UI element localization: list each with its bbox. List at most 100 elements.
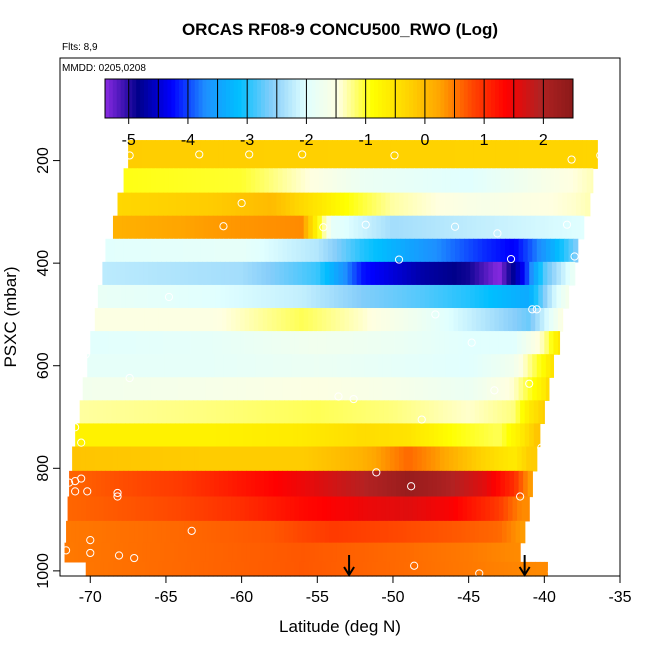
heatmap-cell — [193, 284, 199, 309]
heatmap-cell — [453, 308, 459, 332]
heatmap-cell — [241, 542, 247, 563]
heatmap-cell — [326, 331, 332, 355]
heatmap-cell — [488, 423, 494, 448]
heatmap-cell — [178, 470, 184, 498]
heatmap-cell — [386, 238, 393, 263]
heatmap-cell — [241, 377, 247, 401]
heatmap-cell — [190, 308, 196, 332]
colorbar-swatch — [389, 79, 395, 118]
heatmap-cell — [291, 354, 297, 378]
heatmap-cell — [533, 423, 539, 448]
heatmap-cell — [134, 400, 140, 425]
heatmap-cell — [388, 284, 394, 309]
heatmap-cell — [224, 261, 231, 286]
heatmap-cell — [165, 284, 172, 309]
heatmap-cell — [114, 354, 120, 378]
heatmap-cell — [326, 496, 332, 522]
heatmap-cell — [541, 238, 547, 263]
heatmap-cell — [544, 331, 550, 355]
heatmap-cell — [153, 331, 159, 355]
heatmap-cell — [128, 542, 134, 563]
heatmap-cell — [284, 400, 290, 425]
heatmap-cell — [514, 377, 520, 401]
heatmap-cell — [228, 542, 234, 563]
heatmap-cell — [88, 423, 94, 448]
heatmap-cell — [358, 215, 364, 240]
heatmap-cell — [539, 331, 545, 355]
heatmap-cell — [237, 168, 243, 194]
heatmap-cell — [392, 261, 399, 286]
heatmap-cell — [462, 446, 468, 472]
heatmap-cell — [288, 261, 294, 286]
heatmap-cell — [511, 423, 517, 448]
observation-marker — [506, 254, 516, 264]
heatmap-cell — [508, 561, 514, 577]
heatmap-cell — [521, 496, 527, 522]
heatmap-cell — [270, 423, 276, 448]
heatmap-cell — [237, 377, 243, 401]
colorbar-swatch — [186, 79, 192, 118]
heatmap-cell — [285, 496, 291, 522]
heatmap-cell — [164, 168, 170, 194]
heatmap-cell — [296, 354, 302, 378]
heatmap-cell — [491, 354, 497, 378]
heatmap-cell — [485, 308, 491, 332]
heatmap-cell — [203, 496, 209, 522]
heatmap-cell — [439, 446, 446, 472]
heatmap-cell — [400, 377, 406, 401]
heatmap-cell — [445, 238, 452, 263]
heatmap-cell — [429, 520, 435, 544]
heatmap-cell — [409, 470, 415, 498]
heatmap-cell — [450, 377, 456, 401]
heatmap-cell — [489, 308, 495, 332]
heatmap-cell — [512, 446, 518, 472]
heatmap-cell — [477, 238, 483, 263]
heatmap-cell — [412, 308, 418, 332]
heatmap-cell — [268, 354, 274, 378]
heatmap-cell — [565, 284, 570, 309]
heatmap-cell — [373, 168, 379, 194]
heatmap-cell — [441, 238, 447, 263]
heatmap-cell — [231, 331, 237, 355]
heatmap-cell — [132, 168, 138, 194]
heatmap-cell — [352, 261, 358, 286]
heatmap-cell — [421, 192, 427, 217]
heatmap-cell — [453, 446, 459, 472]
heatmap-cell — [137, 140, 143, 169]
heatmap-cell — [556, 261, 562, 286]
heatmap-cell — [172, 561, 178, 577]
heatmap-cell — [441, 542, 447, 563]
heatmap-cell — [253, 331, 259, 355]
heatmap-cell — [453, 192, 459, 217]
heatmap-cell — [149, 192, 155, 217]
heatmap-cell — [131, 192, 137, 217]
heatmap-cell — [456, 520, 462, 544]
heatmap-cell — [545, 168, 551, 194]
heatmap-cell — [232, 470, 238, 498]
heatmap-cell — [302, 284, 308, 309]
heatmap-cell — [376, 496, 382, 522]
heatmap-cell — [371, 496, 377, 522]
heatmap-cell — [176, 331, 182, 355]
heatmap-cell — [327, 168, 334, 194]
heatmap-cell — [538, 400, 544, 425]
heatmap-cell — [164, 470, 170, 498]
heatmap-cell — [526, 331, 532, 355]
colorbar-swatch — [194, 79, 200, 118]
heatmap-cell — [554, 168, 561, 194]
heatmap-cell — [373, 542, 379, 563]
heatmap-cell — [228, 140, 234, 169]
heatmap-cell — [412, 192, 418, 217]
heatmap-cell — [485, 192, 491, 217]
heatmap-cell — [530, 215, 536, 240]
heatmap-cell — [380, 215, 386, 240]
observation-marker — [77, 474, 86, 483]
heatmap-cell — [323, 542, 329, 563]
heatmap-cell — [96, 470, 102, 498]
colorbar-swatch — [175, 79, 180, 118]
heatmap-cell — [560, 284, 567, 309]
heatmap-cell — [392, 400, 399, 425]
heatmap-cell — [271, 561, 278, 577]
heatmap-cell — [208, 308, 214, 332]
heatmap-cell — [302, 423, 308, 448]
